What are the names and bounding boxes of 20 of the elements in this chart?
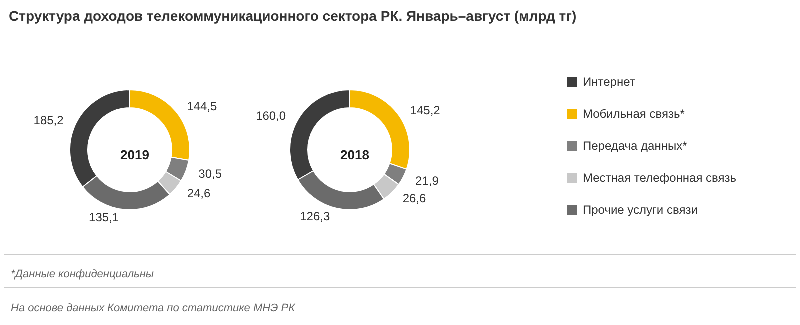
text: На основе данных Комитета по статистике МНЭ РК [11, 302, 296, 314]
data-label: 145,2 [410, 103, 441, 118]
chart-title: Структура доходов телекоммуникационного сектора РК. Январь–август (млрд тг) [9, 8, 577, 24]
legend-label: Прочие услуги связи [583, 203, 698, 217]
data-label: 126,3 [300, 209, 330, 224]
text: *Данные конфиденциальны [11, 268, 154, 280]
data-label: 185,2 [34, 113, 64, 128]
legend-label: Местная телефонная связь [583, 171, 737, 185]
data-label: 160,0 [256, 109, 286, 123]
data-label: 30,5 [198, 166, 222, 181]
data-label: 135,1 [89, 210, 120, 225]
slice-label: 2019 [120, 148, 150, 162]
legend-label: Передача данных* [583, 139, 688, 153]
legend-label: Интернет [583, 75, 636, 89]
slice-label: 2018 [340, 148, 370, 162]
data-label: 144,5 [187, 99, 218, 114]
data-label: 24,6 [187, 186, 212, 200]
legend-label: Мобильная связь* [583, 107, 686, 121]
data-label: 26,6 [402, 191, 427, 206]
data-label: 21,9 [416, 174, 440, 188]
